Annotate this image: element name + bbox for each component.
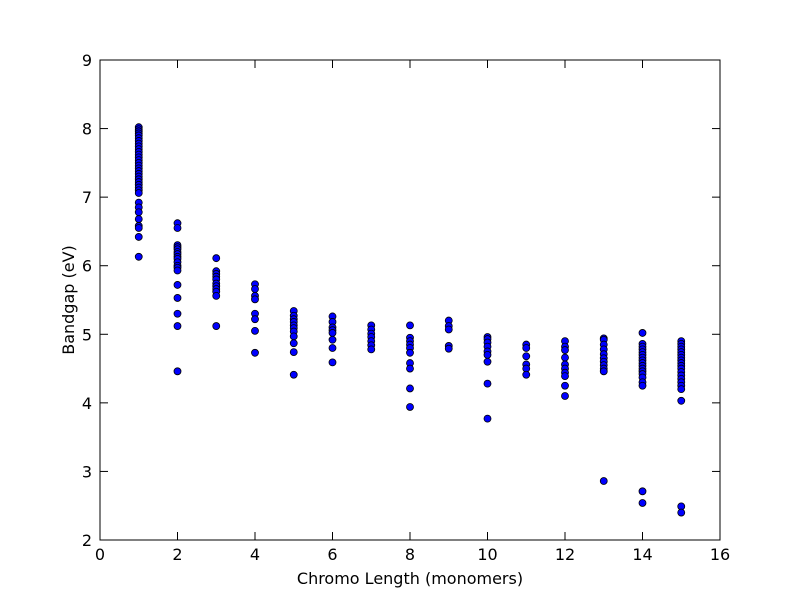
y-tick-label: 2	[82, 531, 92, 550]
data-point	[173, 281, 182, 289]
data-point	[173, 266, 182, 275]
data-point	[251, 285, 259, 293]
data-point	[173, 294, 182, 302]
data-point	[561, 372, 569, 381]
data-point	[406, 364, 414, 373]
data-point	[134, 215, 143, 223]
y-tick-label: 5	[82, 325, 92, 344]
data-point	[289, 332, 298, 341]
data-point	[406, 403, 414, 411]
data-point	[638, 487, 647, 496]
data-points	[134, 123, 686, 517]
data-point	[367, 345, 376, 354]
data-point	[328, 329, 337, 337]
data-point	[561, 353, 569, 362]
x-tick-label: 2	[172, 545, 182, 564]
data-point	[522, 344, 531, 352]
data-point	[638, 499, 647, 507]
data-point	[251, 348, 259, 357]
data-point	[677, 508, 686, 517]
x-tick-label: 4	[250, 545, 260, 564]
plot-frame	[99, 59, 721, 541]
data-point	[444, 344, 453, 353]
data-point	[599, 477, 608, 485]
data-point	[406, 384, 414, 393]
data-point	[483, 414, 492, 423]
x-tick-label: 12	[555, 545, 575, 564]
data-point	[483, 357, 492, 366]
x-tick-label: 10	[477, 545, 497, 564]
data-point	[134, 189, 143, 197]
data-point	[173, 309, 182, 318]
data-point	[522, 370, 531, 379]
data-point	[212, 254, 221, 263]
data-point	[444, 325, 453, 334]
x-tick-label: 14	[632, 545, 652, 564]
y-tick-label: 6	[82, 257, 92, 276]
data-point	[289, 339, 298, 348]
data-point	[328, 335, 337, 344]
data-point	[251, 315, 259, 324]
data-point	[134, 208, 143, 217]
data-point	[289, 348, 298, 357]
data-point	[289, 370, 298, 379]
x-tick-label: 16	[710, 545, 730, 564]
data-point	[522, 352, 531, 361]
data-point	[134, 252, 143, 261]
data-point	[134, 233, 143, 241]
data-point	[406, 348, 414, 357]
data-point	[638, 329, 647, 337]
data-point	[173, 224, 182, 232]
data-point	[677, 396, 686, 405]
data-point	[483, 379, 492, 388]
y-tick-label: 9	[82, 51, 92, 70]
data-point	[251, 295, 259, 304]
data-point	[406, 321, 414, 330]
x-tick-label: 0	[95, 545, 105, 564]
data-point	[561, 392, 569, 400]
y-axis-title: Bandgap (eV)	[59, 245, 78, 355]
data-point	[599, 367, 608, 376]
data-point	[483, 350, 492, 359]
data-point	[212, 291, 221, 300]
data-point	[173, 322, 182, 330]
data-point	[328, 358, 337, 367]
y-tick-label: 4	[82, 394, 92, 413]
data-point	[638, 381, 647, 390]
y-tick-label: 7	[82, 188, 92, 207]
y-tick-label: 8	[82, 120, 92, 139]
y-tick-label: 3	[82, 462, 92, 481]
data-point	[173, 367, 182, 376]
x-tick-label: 6	[327, 545, 337, 564]
data-point	[251, 326, 259, 335]
data-point	[561, 346, 569, 354]
data-point	[677, 385, 686, 394]
data-point	[134, 224, 143, 232]
x-axis-title: Chromo Length (monomers)	[297, 569, 523, 588]
data-point	[328, 344, 337, 352]
data-point	[561, 381, 569, 390]
data-point	[212, 322, 221, 330]
x-tick-label: 8	[405, 545, 415, 564]
